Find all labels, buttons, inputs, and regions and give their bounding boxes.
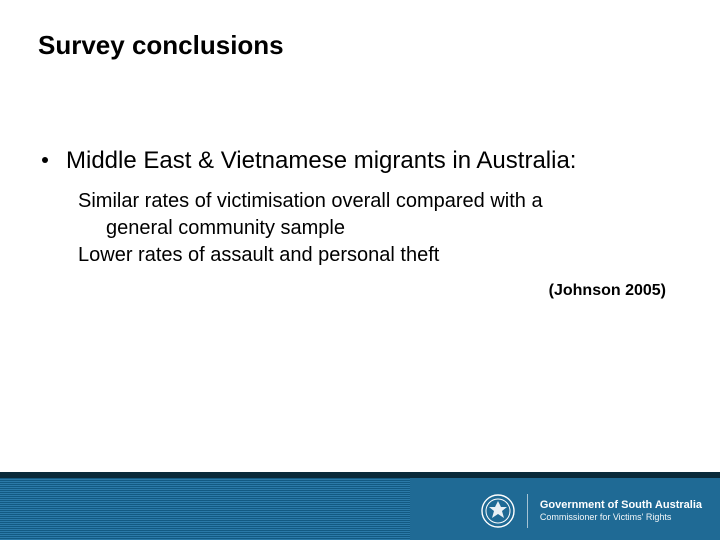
gov-crest-icon	[479, 492, 517, 530]
bullet-item: Middle East & Vietnamese migrants in Aus…	[42, 145, 680, 176]
sub-line: Lower rates of assault and personal thef…	[78, 242, 680, 269]
org-subtitle: Commissioner for Victims' Rights	[540, 512, 702, 523]
footer-logo-block: Government of South Australia Commission…	[479, 492, 702, 530]
slide-footer: Government of South Australia Commission…	[0, 470, 720, 540]
citation-text: (Johnson 2005)	[549, 282, 666, 300]
footer-hatch-pattern	[0, 478, 410, 540]
bullet-text: Middle East & Vietnamese migrants in Aus…	[66, 145, 576, 176]
sub-line: Similar rates of victimisation overall c…	[78, 188, 680, 215]
bullet-dot-icon	[42, 157, 48, 163]
sub-bullet-block: Similar rates of victimisation overall c…	[78, 188, 680, 269]
slide-title: Survey conclusions	[38, 30, 284, 61]
footer-org-text: Government of South Australia Commission…	[540, 499, 702, 523]
org-name: Government of South Australia	[540, 499, 702, 512]
slide: Survey conclusions Middle East & Vietnam…	[0, 0, 720, 540]
footer-divider	[527, 494, 528, 528]
sub-line: general community sample	[78, 215, 680, 242]
slide-content: Middle East & Vietnamese migrants in Aus…	[42, 145, 680, 269]
